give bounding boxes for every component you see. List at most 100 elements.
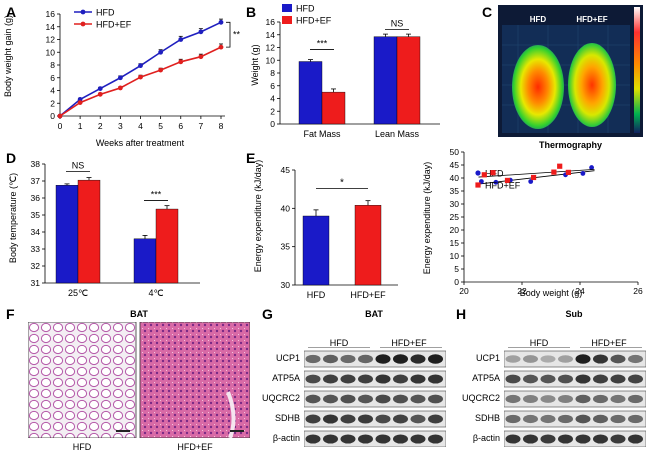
chart-a-point — [57, 113, 63, 119]
western-bat-band — [323, 374, 338, 384]
western-bat-band — [305, 354, 321, 364]
western-bat-band — [358, 394, 373, 404]
western-sub-band — [558, 395, 573, 403]
chart-e-scatter-y-tick-label: 20 — [450, 225, 460, 235]
western-sub-band — [593, 434, 608, 444]
western-sub-blot-strip — [504, 410, 646, 428]
chart-a-significance-bracket — [226, 21, 231, 48]
western-sub-band — [540, 414, 556, 424]
western-bat-band — [375, 434, 391, 444]
western-sub-band — [593, 374, 608, 384]
chart-a-x-tick-label: 8 — [219, 121, 224, 131]
chart-e-scatter-trend-line — [478, 168, 595, 178]
chart-a-point — [138, 74, 143, 80]
chart-e-scatter-x-tick-label: 20 — [459, 286, 469, 296]
western-bat-band — [428, 354, 443, 364]
chart-a-legend-marker — [80, 21, 86, 27]
western-bat-band — [410, 354, 426, 364]
panel-letter-g: G — [262, 306, 273, 322]
chart-a-point — [178, 59, 184, 65]
chart-a-y-tick-label: 12 — [46, 35, 56, 45]
western-sub-band — [505, 434, 521, 444]
chart-a-point — [158, 67, 164, 73]
western-sub-band — [610, 374, 626, 384]
chart-a-y-tick-label: 16 — [46, 9, 56, 19]
western-blot-sub — [504, 347, 646, 447]
western-sub-band — [628, 414, 643, 424]
western-bat-band — [410, 394, 426, 404]
western-sub-group-hfd-ef: HFD+EF — [591, 338, 627, 348]
western-sub-blot-strip — [504, 350, 646, 368]
chart-b-bar — [396, 36, 421, 125]
chart-b-y-tick-label: 6 — [270, 81, 275, 91]
western-bat-band — [428, 434, 443, 444]
western-sub-blot-strip — [504, 370, 646, 388]
western-bat-band — [358, 434, 373, 444]
chart-a-ylabel: Body weight gain (g) — [3, 15, 13, 97]
western-bat-band — [375, 354, 391, 364]
chart-a-x-tick-label: 1 — [78, 121, 83, 131]
western-sub-band — [575, 374, 591, 384]
chart-a-significance: ** — [233, 30, 241, 40]
western-sub-band — [523, 374, 538, 384]
western-bat-band — [428, 374, 443, 384]
chart-e-scatter-point-hfd-ef — [490, 170, 496, 176]
western-sub-band — [523, 355, 538, 363]
western-sub-band — [575, 414, 591, 424]
western-sub-band — [558, 414, 573, 424]
chart-e-scatter-y-tick-label: 5 — [454, 264, 459, 274]
western-bat-blot-strip — [304, 410, 446, 428]
chart-e-bar-bar — [354, 205, 382, 286]
chart-b-legend-swatch — [282, 4, 292, 12]
chart-a-legend-label: HFD+EF — [96, 20, 132, 30]
western-bat-band — [410, 374, 426, 384]
chart-a-point — [117, 75, 123, 81]
chart-d-category-label: 25℃ — [68, 288, 88, 298]
chart-a-point — [198, 29, 204, 35]
western-bat-band — [393, 374, 408, 384]
western-bat-band — [410, 434, 426, 444]
western-sub-band — [610, 394, 626, 404]
chart-b-significance-lean: NS — [391, 19, 404, 29]
western-bat-band — [393, 394, 408, 404]
western-bat-group-hfd: HFD — [329, 338, 349, 348]
western-bat-band — [428, 414, 443, 424]
histology-images — [28, 322, 250, 438]
western-sub-protein-label: UCP1 — [475, 353, 500, 363]
western-sub-protein-label: SDHB — [474, 413, 500, 423]
chart-e-scatter-y-tick-label: 35 — [450, 186, 460, 196]
chart-e-bar-y-tick-label: 35 — [281, 242, 291, 252]
chart-b-y-tick-label: 10 — [266, 55, 276, 65]
chart-a-x-tick-label: 3 — [118, 121, 123, 131]
chart-e-bar-category-label: HFD — [307, 290, 326, 298]
western-sub-band — [523, 434, 538, 444]
western-sub-band — [593, 414, 608, 424]
western-sub-band — [593, 354, 608, 364]
thermal-mouse-hfd-ef — [568, 43, 616, 127]
chart-e-scatter-point-hfd-ef — [481, 172, 487, 178]
chart-d-svg: 31 32 33 34 35 36 37 38 25℃ 4℃ NS *** Body temperat… — [8, 159, 200, 298]
panel-letter-c: C — [482, 4, 493, 20]
western-bat-band — [393, 414, 408, 424]
western-sub-band — [610, 434, 626, 444]
chart-d-bar — [155, 208, 179, 284]
chart-e-bar-category-label: HFD+EF — [350, 290, 386, 298]
chart-b-y-tick-label: 12 — [266, 43, 276, 53]
chart-e-scatter-x-tick-label: 26 — [633, 286, 643, 296]
chart-e-scatter-point-hfd-ef — [557, 163, 563, 169]
chart-e-scatter-y-tick-label: 30 — [450, 199, 460, 209]
chart-b-ylabel: Weight (g) — [250, 44, 260, 85]
western-bat-band — [358, 414, 373, 424]
chart-b-svg: 0 2 4 6 8 10 12 14 16 Fat Mass Lean Mass HFD HFD+EF *… — [250, 4, 440, 139]
chart-a-point — [138, 63, 143, 69]
chart-a-y-tick-label: 6 — [50, 73, 55, 83]
chart-d-y-tick-label: 34 — [31, 227, 41, 237]
western-blot-bat — [304, 347, 446, 447]
chart-a-point — [158, 49, 164, 55]
chart-e-scatter-legend-marker — [475, 170, 481, 176]
western-sub-band — [558, 374, 573, 384]
chart-a-y-tick-label: 0 — [50, 111, 55, 121]
chart-e-scatter-legend-label: HFD+EF — [485, 181, 521, 191]
